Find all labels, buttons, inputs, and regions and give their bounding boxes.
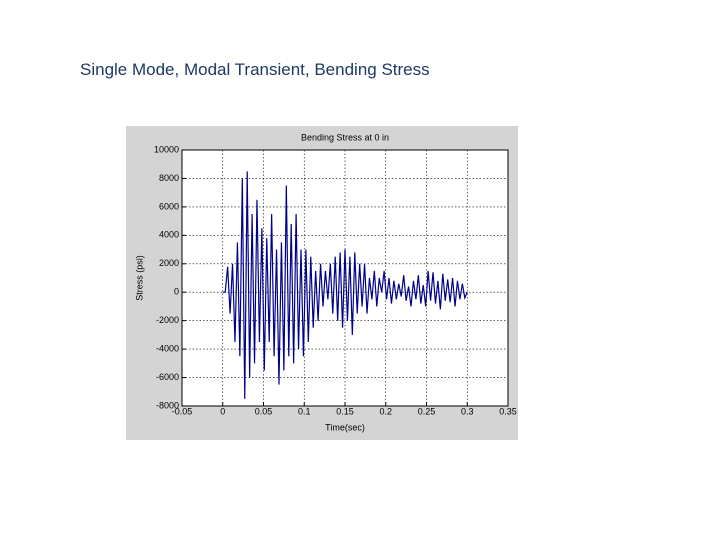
- x-tick-label: 0.3: [461, 406, 474, 416]
- slide-title: Single Mode, Modal Transient, Bending St…: [80, 60, 430, 79]
- y-axis-label: Stress (psi): [134, 255, 144, 301]
- y-tick-label: -6000: [156, 372, 179, 382]
- x-tick-label: 0: [220, 406, 225, 416]
- chart-title: Bending Stress at 0 in: [301, 132, 389, 142]
- y-tick-label: 4000: [159, 230, 179, 240]
- data-line: [222, 171, 468, 399]
- x-axis-label: Time(sec): [325, 422, 365, 432]
- x-tick-label: 0.25: [418, 406, 436, 416]
- x-tick-label: 0.1: [298, 406, 311, 416]
- y-tick-label: -2000: [156, 315, 179, 325]
- x-tick-label: -0.05: [172, 406, 193, 416]
- x-tick-label: 0.2: [379, 406, 392, 416]
- plot-frame: [181, 149, 509, 407]
- y-tick-label: 2000: [159, 258, 179, 268]
- x-tick-label: 0.05: [255, 406, 273, 416]
- y-tick-label: -8000: [156, 400, 179, 410]
- y-tick-label: -4000: [156, 343, 179, 353]
- y-tick-label: 10000: [154, 144, 179, 154]
- y-tick-label: 8000: [159, 173, 179, 183]
- x-tick-label: 0.35: [499, 406, 517, 416]
- x-tick-label: 0.15: [336, 406, 354, 416]
- y-tick-label: 6000: [159, 201, 179, 211]
- y-tick-label: 0: [174, 287, 179, 297]
